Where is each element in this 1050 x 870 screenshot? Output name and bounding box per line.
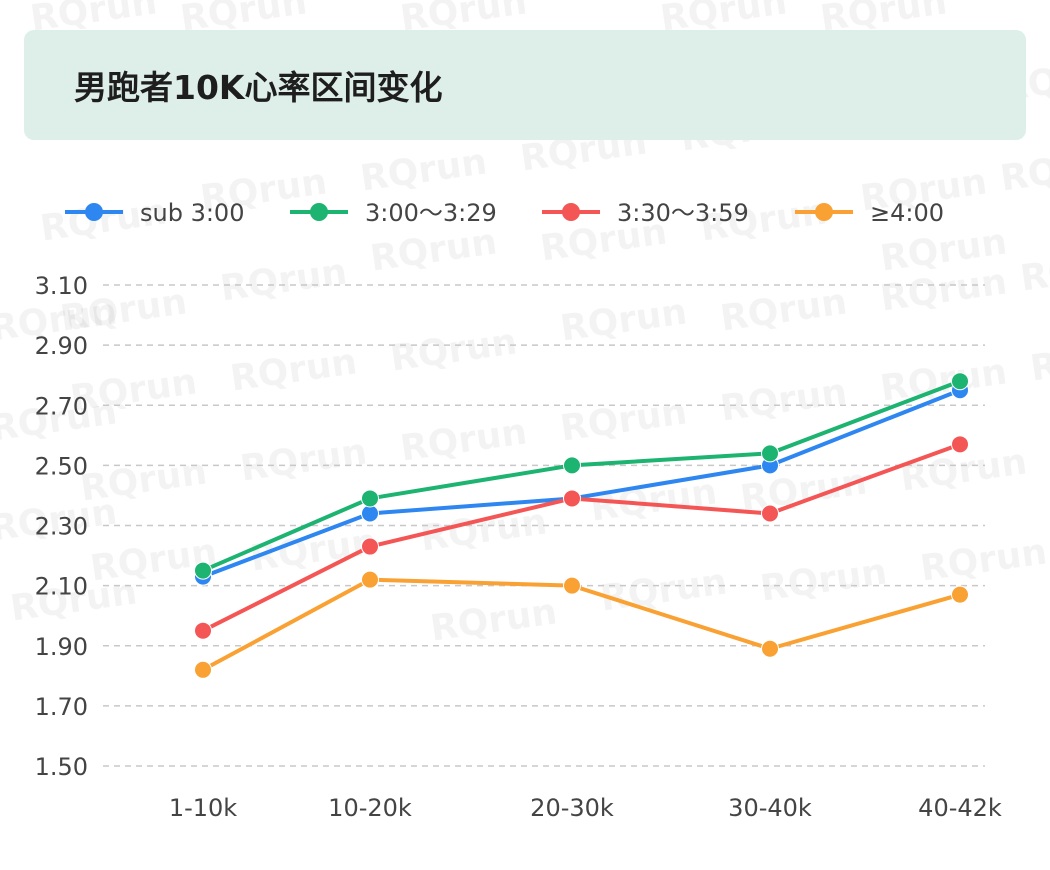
chart-title: 男跑者10K心率区间变化 [74, 68, 443, 107]
data-point[interactable] [951, 585, 969, 604]
series-group [194, 570, 969, 679]
series-line [202, 388, 961, 579]
grid-lines [103, 284, 985, 767]
legend-item[interactable]: ≥4:00 [795, 199, 944, 227]
data-point[interactable] [194, 561, 212, 580]
series-layer [194, 372, 969, 679]
legend-label: 3:00～3:29 [365, 199, 497, 227]
legend-marker [310, 203, 328, 221]
y-tick-label: 1.90 [35, 633, 88, 661]
data-point[interactable] [761, 444, 779, 463]
x-tick-label: 30-40k [728, 794, 812, 822]
x-tick-label: 1-10k [169, 794, 237, 822]
data-point[interactable] [951, 435, 969, 454]
legend-item[interactable]: 3:00～3:29 [290, 199, 497, 227]
legend: sub 3:00 3:00～3:29 3:30～3:59 ≥4:00 [65, 199, 944, 227]
data-point[interactable] [563, 489, 581, 508]
y-tick-label: 1.70 [35, 693, 88, 721]
series-line [202, 379, 961, 573]
data-point[interactable] [761, 639, 779, 658]
series-group [194, 372, 969, 580]
y-tick-label: 2.50 [35, 452, 88, 480]
y-tick-label: 2.70 [35, 392, 88, 420]
legend-item[interactable]: sub 3:00 [65, 199, 244, 227]
y-tick-label: 1.50 [35, 753, 88, 781]
data-point[interactable] [361, 489, 379, 508]
series-line [202, 442, 961, 633]
legend-marker [85, 203, 103, 221]
y-tick-label: 2.90 [35, 332, 88, 360]
data-point[interactable] [563, 576, 581, 595]
data-point[interactable] [361, 537, 379, 556]
y-tick-label: 2.30 [35, 513, 88, 541]
x-axis-ticks: 1-10k 10-20k 20-30k 30-40k 40-42k [169, 794, 1002, 822]
y-axis-ticks: 1.50 1.70 1.90 2.10 2.30 2.50 2.70 2.90 3.10 [35, 272, 88, 781]
x-tick-label: 10-20k [328, 794, 412, 822]
data-point[interactable] [194, 660, 212, 679]
legend-label: 3:30～3:59 [617, 199, 749, 227]
title-banner: 男跑者10K心率区间变化 [24, 30, 1026, 140]
data-point[interactable] [563, 456, 581, 475]
legend-item[interactable]: 3:30～3:59 [542, 199, 749, 227]
y-tick-label: 3.10 [35, 272, 88, 300]
series-line [202, 577, 961, 672]
data-point[interactable] [361, 570, 379, 589]
series-group [194, 435, 969, 640]
x-tick-label: 40-42k [918, 794, 1002, 822]
data-point[interactable] [951, 372, 969, 391]
data-point[interactable] [194, 621, 212, 640]
y-tick-label: 2.10 [35, 573, 88, 601]
legend-label: sub 3:00 [140, 199, 244, 227]
data-point[interactable] [761, 504, 779, 523]
legend-marker [562, 203, 580, 221]
legend-marker [815, 203, 833, 221]
data-point[interactable] [361, 504, 379, 523]
x-tick-label: 20-30k [530, 794, 614, 822]
legend-label: ≥4:00 [870, 199, 944, 227]
